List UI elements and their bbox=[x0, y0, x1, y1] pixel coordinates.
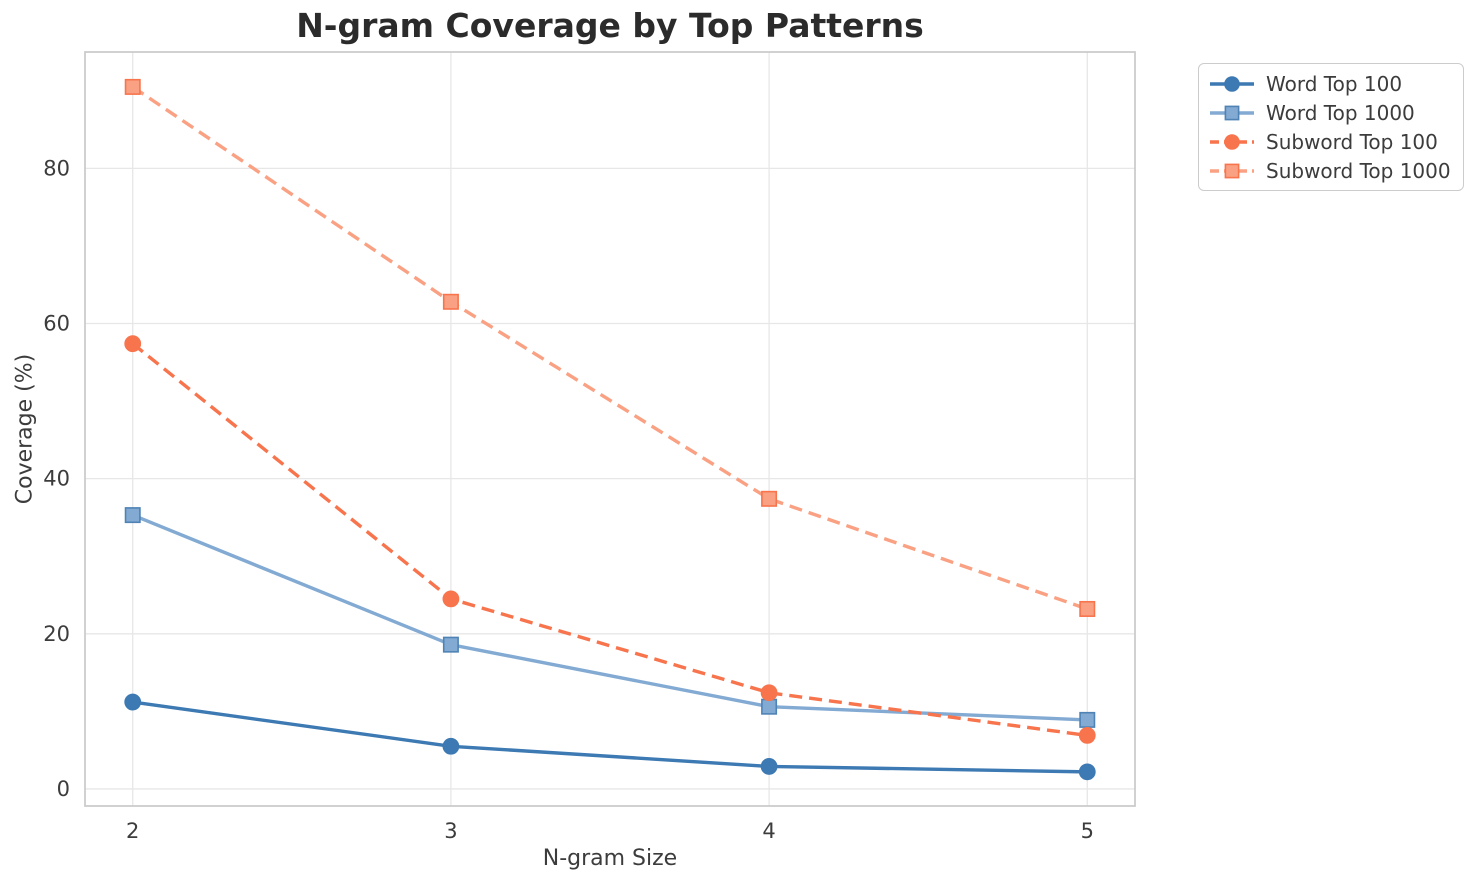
marker-word-top-1000 bbox=[761, 698, 778, 715]
y-tick-label: 80 bbox=[43, 156, 70, 180]
x-tick-label: 5 bbox=[1081, 819, 1094, 843]
chart-title: N-gram Coverage by Top Patterns bbox=[296, 6, 924, 45]
legend-item-word-top-100: Word Top 100 bbox=[1209, 69, 1453, 98]
legend: Word Top 100 Word Top 1000 Subword Top 100… bbox=[1198, 63, 1464, 191]
legend-item-subword-top-100: Subword Top 100 bbox=[1209, 127, 1453, 156]
marker-subword-top-100 bbox=[760, 684, 778, 702]
marker-word-top-1000 bbox=[442, 636, 459, 653]
marker-subword-top-100 bbox=[1078, 727, 1096, 744]
legend-label: Word Top 100 bbox=[1266, 71, 1403, 96]
marker-word-top-100 bbox=[1078, 763, 1096, 781]
legend-item-word-top-1000: Word Top 1000 bbox=[1209, 98, 1453, 127]
legend-item-subword-top-1000: Subword Top 1000 bbox=[1209, 156, 1453, 185]
y-tick-label: 20 bbox=[43, 622, 70, 646]
series-line-word-top-100 bbox=[132, 700, 1088, 774]
x-axis-label: N-gram Size bbox=[542, 846, 678, 871]
y-tick-label: 40 bbox=[43, 467, 70, 491]
marker-subword-top-1000 bbox=[1079, 600, 1096, 617]
x-tick-label: 4 bbox=[762, 819, 775, 843]
legend-label: Word Top 1000 bbox=[1266, 100, 1415, 125]
y-tick-label: 0 bbox=[57, 777, 70, 801]
legend-swatch-word-top-100 bbox=[1210, 75, 1254, 92]
marker-word-top-100 bbox=[442, 737, 460, 755]
x-tick-label: 3 bbox=[444, 819, 457, 843]
legend-swatch-word-top-1000 bbox=[1210, 105, 1254, 120]
marker-word-top-1000 bbox=[1079, 711, 1096, 728]
series-line-word-top-1000 bbox=[132, 513, 1088, 722]
marker-word-top-1000 bbox=[124, 507, 141, 524]
series-line-subword-top-100 bbox=[131, 342, 1088, 738]
series-line-subword-top-1000 bbox=[131, 85, 1088, 611]
legend-label: Subword Top 1000 bbox=[1266, 158, 1451, 183]
legend-label: Subword Top 100 bbox=[1266, 129, 1438, 154]
marker-word-top-100 bbox=[760, 758, 778, 775]
marker-subword-top-1000 bbox=[442, 293, 459, 310]
x-tick-label: 2 bbox=[126, 819, 139, 843]
y-axis-label: Coverage (%) bbox=[12, 353, 38, 505]
axes-spines bbox=[84, 51, 1136, 807]
y-tick-label: 60 bbox=[43, 312, 70, 336]
marker-subword-top-100 bbox=[124, 335, 142, 353]
marker-subword-top-1000 bbox=[124, 78, 141, 95]
legend-swatch-subword-top-1000 bbox=[1210, 163, 1254, 178]
legend-swatch-subword-top-100 bbox=[1210, 133, 1254, 150]
marker-word-top-100 bbox=[124, 693, 142, 711]
marker-subword-top-100 bbox=[442, 590, 460, 608]
marker-subword-top-1000 bbox=[761, 490, 778, 507]
